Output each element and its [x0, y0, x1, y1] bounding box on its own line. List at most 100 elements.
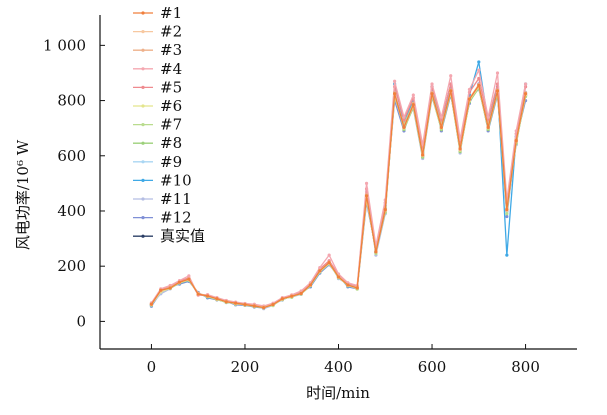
x-tick-label: 200: [231, 358, 260, 376]
data-point: [290, 294, 294, 298]
y-tick-label: 800: [57, 92, 86, 110]
data-point: [393, 92, 397, 96]
legend-marker: [141, 141, 145, 145]
legend-label: #2: [160, 23, 182, 41]
data-point: [215, 297, 219, 301]
legend-label: #11: [160, 190, 192, 208]
data-point: [336, 275, 341, 279]
legend-label: #6: [160, 97, 182, 115]
data-point: [299, 291, 303, 296]
data-point: [439, 115, 443, 119]
legend-item: #6: [133, 97, 182, 115]
legend-item: #1: [133, 4, 182, 22]
data-point: [252, 304, 256, 308]
data-point: [514, 129, 518, 133]
legend-label: #7: [160, 116, 182, 134]
data-point: [374, 250, 378, 254]
legend-item: #7: [133, 116, 182, 134]
legend-item: 真实值: [133, 227, 205, 245]
x-tick-label: 600: [418, 358, 447, 376]
data-point: [196, 292, 200, 296]
legend-marker: [141, 85, 145, 89]
data-point: [243, 302, 247, 307]
x-tick-label: 800: [511, 358, 540, 376]
data-point: [187, 274, 191, 278]
data-point: [411, 103, 415, 107]
data-point: [327, 253, 331, 257]
legend-marker: [141, 160, 145, 164]
data-point: [467, 87, 472, 92]
data-point: [523, 82, 528, 86]
series-#3: [149, 82, 528, 309]
data-point: [477, 83, 481, 87]
data-point: [505, 208, 509, 212]
x-tick-label: 400: [324, 358, 353, 376]
data-point: [280, 297, 284, 301]
data-point: [168, 286, 172, 290]
legend-label: #9: [160, 153, 182, 171]
legend-marker: [141, 216, 145, 220]
legend-item: #10: [133, 171, 192, 189]
data-point: [402, 115, 406, 119]
axes: 0 200 400 600 800 0 200 400 600 800 1 000: [43, 15, 577, 376]
legend-label: #1: [160, 4, 182, 22]
legend-label: #12: [160, 209, 192, 227]
legend-item: #12: [133, 209, 192, 227]
data-point: [383, 208, 387, 212]
data-point: [205, 294, 210, 298]
data-point: [149, 302, 154, 306]
y-tick-label: 200: [57, 257, 86, 275]
series-#1: [149, 83, 528, 310]
x-tick-label: 0: [147, 358, 157, 376]
data-point: [486, 115, 490, 119]
data-point: [477, 76, 481, 81]
legend-marker: [141, 234, 145, 238]
data-point: [495, 71, 500, 75]
x-axis-label: 时间/min: [306, 384, 370, 402]
data-point: [234, 301, 238, 305]
legend-marker: [141, 30, 145, 34]
data-point: [355, 286, 359, 290]
data-point: [393, 79, 397, 83]
legend-item: #9: [133, 153, 182, 171]
legend-label: #4: [160, 60, 182, 78]
data-point: [346, 283, 350, 287]
data-point: [467, 97, 472, 101]
data-point: [308, 283, 313, 287]
data-point: [514, 138, 518, 143]
data-point: [318, 265, 322, 270]
data-point: [364, 194, 369, 198]
legend-item: #4: [133, 60, 182, 78]
legend-marker: [141, 104, 145, 108]
legend-label: #5: [160, 78, 182, 96]
data-point: [364, 181, 369, 185]
y-axis-label: 风电功率/10⁶ W: [14, 139, 32, 250]
legend-label: #3: [160, 41, 182, 59]
legend-item: #2: [133, 23, 182, 41]
data-point: [430, 82, 434, 86]
data-point: [486, 125, 490, 129]
data-point: [271, 302, 275, 307]
data-point: [439, 125, 443, 129]
data-point: [495, 89, 500, 93]
legend-item: #11: [133, 190, 192, 208]
data-point: [402, 125, 406, 129]
legend-marker: [141, 197, 145, 201]
data-point: [187, 277, 191, 281]
legend-label: #10: [160, 171, 192, 189]
legend-item: #8: [133, 134, 182, 152]
data-point: [505, 253, 509, 257]
y-tick-label: 0: [76, 312, 86, 330]
legend-marker: [141, 123, 145, 127]
data-point: [449, 89, 453, 93]
legend-item: #5: [133, 78, 182, 96]
y-tick-label: 400: [57, 202, 86, 220]
data-point: [224, 300, 228, 304]
y-tick-label: 1 000: [43, 36, 86, 54]
data-point: [411, 93, 415, 97]
legend-marker: [141, 67, 145, 71]
y-tick-label: 600: [57, 147, 86, 165]
data-point: [327, 261, 331, 265]
